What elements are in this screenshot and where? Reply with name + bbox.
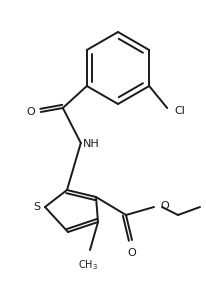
Text: O: O (160, 201, 169, 211)
Text: O: O (26, 107, 35, 117)
Text: CH$_3$: CH$_3$ (78, 258, 98, 272)
Text: NH: NH (83, 139, 99, 149)
Text: Cl: Cl (174, 106, 185, 116)
Text: O: O (128, 248, 136, 258)
Text: S: S (33, 202, 41, 212)
